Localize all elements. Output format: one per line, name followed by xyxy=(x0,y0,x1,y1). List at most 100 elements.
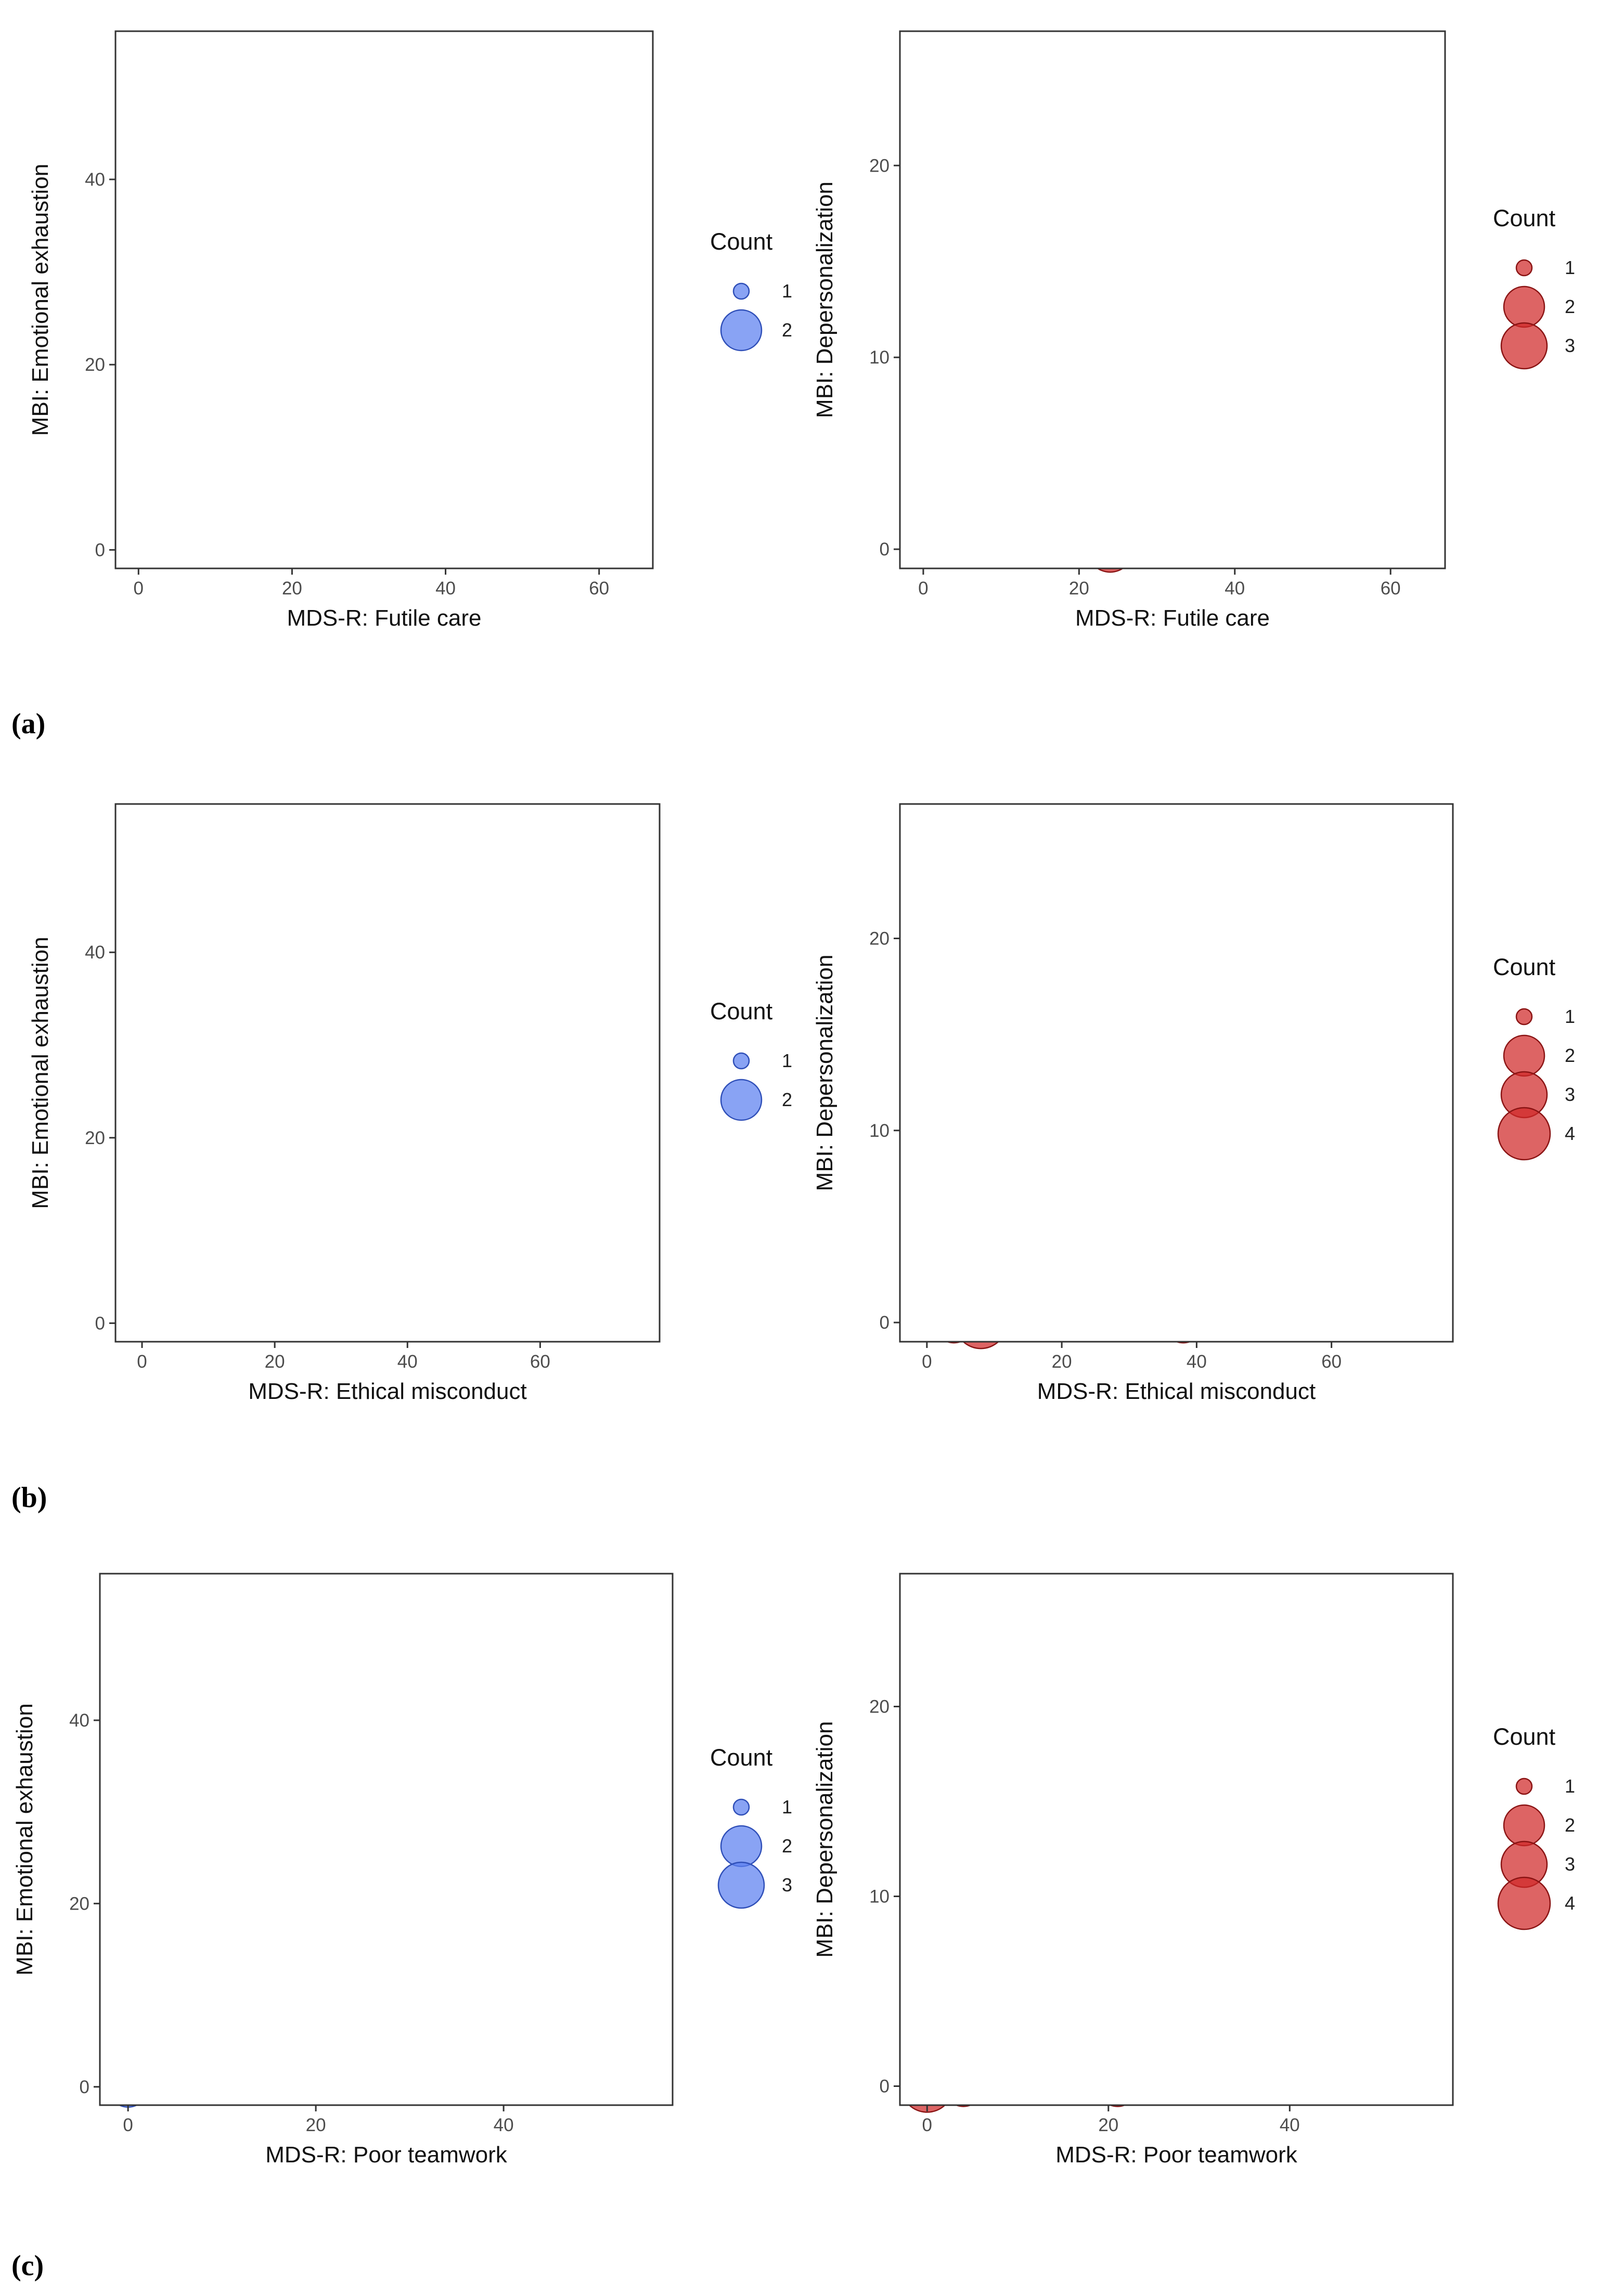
y-axis-label: MBI: Depersonalization xyxy=(812,955,837,1191)
legend-key-1 xyxy=(1515,259,1533,277)
x-tick-label: 20 xyxy=(282,578,302,599)
legend-label-4: 4 xyxy=(1565,1892,1575,1914)
y-tick-label: 0 xyxy=(880,2077,890,2097)
x-axis-label: MDS-R: Ethical misconduct xyxy=(1037,1379,1316,1404)
chart-b-red: 0 20 40 60 0 10 20 MDS-R: Ethical misconduct MBI… xyxy=(812,803,1575,1404)
legend-title: Count xyxy=(1493,954,1556,980)
x-tick-label: 20 xyxy=(1052,1352,1072,1372)
x-axis-label: MDS-R: Futile care xyxy=(287,605,481,631)
x-tick-label: 60 xyxy=(589,578,609,599)
legend-label-3: 3 xyxy=(1565,335,1575,356)
x-tick-label: 60 xyxy=(1381,578,1401,599)
legend-label-2: 2 xyxy=(782,1835,792,1857)
y-tick-label: 40 xyxy=(85,170,105,190)
legend-key-1 xyxy=(732,1798,750,1816)
x-tick-label: 0 xyxy=(137,1352,147,1372)
legend-label-2: 2 xyxy=(1565,1045,1575,1066)
x-tick-label: 0 xyxy=(918,578,928,599)
y-tick-label: 0 xyxy=(880,539,890,560)
chart-c-blue: 0 20 40 0 20 40 MDS-R: Poor teamwork MBI: Emoti… xyxy=(12,1573,792,2168)
y-tick-label: 40 xyxy=(69,1710,89,1731)
plot-frame xyxy=(114,803,661,1343)
x-tick-label: 0 xyxy=(922,2115,932,2135)
legend: Count 1 2 3 4 xyxy=(1493,1723,1575,1930)
chart-a-red: 0 20 40 60 0 10 20 MDS-R: Futile care MBI: Deper… xyxy=(812,30,1575,631)
y-tick-label: 20 xyxy=(869,929,890,949)
legend-key-1 xyxy=(732,1052,750,1070)
legend: Count 1 2 3 xyxy=(710,1744,792,1909)
plot-frame xyxy=(899,803,1454,1343)
y-tick-label: 0 xyxy=(95,1313,105,1333)
legend-key-2 xyxy=(720,1825,763,1867)
legend-label-2: 2 xyxy=(782,1089,792,1110)
legend: Count 1 2 3 4 xyxy=(1493,954,1575,1161)
legend-key-1 xyxy=(1515,1778,1533,1795)
y-axis-label: MBI: Emotional exhaustion xyxy=(12,1703,37,1975)
legend-key-2 xyxy=(720,1079,763,1121)
legend-key-4 xyxy=(1497,1107,1551,1161)
y-tick-label: 20 xyxy=(869,155,890,176)
legend-label-1: 1 xyxy=(1565,1006,1575,1027)
y-axis-label: MBI: Emotional exhaustion xyxy=(28,164,53,436)
chart-a-blue: 0 20 40 60 0 20 40 MDS-R: Futile care MBI: Emoti… xyxy=(28,30,792,631)
x-tick-label: 0 xyxy=(123,2115,133,2135)
legend-key-2 xyxy=(720,309,763,352)
y-tick-label: 20 xyxy=(869,1697,890,1717)
legend-key-2 xyxy=(1503,286,1545,328)
legend-key-2 xyxy=(1503,1034,1545,1077)
y-tick-label: 0 xyxy=(95,540,105,560)
x-axis-label: MDS-R: Futile care xyxy=(1075,605,1270,631)
legend-label-3: 3 xyxy=(1565,1853,1575,1875)
legend-key-3 xyxy=(717,1861,765,1909)
legend-title: Count xyxy=(710,998,773,1024)
x-tick-label: 40 xyxy=(1187,1352,1207,1372)
y-axis-label: MBI: Depersonalization xyxy=(812,1721,837,1958)
plot-frame xyxy=(899,1573,1454,2106)
plot-frame xyxy=(899,30,1446,569)
y-axis-label: MBI: Emotional exhaustion xyxy=(28,937,53,1209)
x-tick-label: 60 xyxy=(1321,1352,1342,1372)
panel-tag-a: (a) xyxy=(11,708,45,740)
x-axis-label: MDS-R: Poor teamwork xyxy=(1055,2142,1298,2168)
legend-label-1: 1 xyxy=(1565,257,1575,278)
plot-frame xyxy=(99,1573,674,2106)
x-tick-label: 0 xyxy=(134,578,144,599)
y-tick-label: 10 xyxy=(869,1887,890,1907)
x-tick-label: 60 xyxy=(530,1352,550,1372)
legend-key-3 xyxy=(1500,322,1548,370)
chart-c-red: 0 20 40 0 10 20 MDS-R: Poor teamwork MBI: Deper… xyxy=(812,1573,1575,2168)
legend-label-1: 1 xyxy=(1565,1775,1575,1797)
x-tick-label: 20 xyxy=(265,1352,285,1372)
legend: Count 1 2 xyxy=(710,228,792,352)
panel-tag-b-text: (b) xyxy=(11,1482,47,1514)
y-tick-label: 0 xyxy=(80,2077,89,2097)
x-tick-label: 20 xyxy=(306,2115,326,2135)
y-tick-label: 20 xyxy=(85,355,105,375)
legend-label-3: 3 xyxy=(782,1874,792,1896)
y-tick-label: 20 xyxy=(69,1893,89,1914)
y-tick-label: 10 xyxy=(869,347,890,368)
legend-label-3: 3 xyxy=(1565,1084,1575,1105)
legend-label-1: 1 xyxy=(782,1050,792,1071)
legend-label-2: 2 xyxy=(782,319,792,341)
legend-key-1 xyxy=(1515,1008,1533,1026)
legend: Count 1 2 3 xyxy=(1493,205,1575,370)
x-tick-label: 0 xyxy=(922,1352,932,1372)
y-tick-label: 10 xyxy=(869,1121,890,1141)
legend: Count 1 2 xyxy=(710,998,792,1121)
legend-title: Count xyxy=(1493,205,1556,231)
x-tick-label: 40 xyxy=(435,578,456,599)
legend-label-2: 2 xyxy=(1565,296,1575,317)
y-axis-label: MBI: Depersonalization xyxy=(812,181,837,418)
plot-frame xyxy=(114,30,654,569)
x-tick-label: 40 xyxy=(1280,2115,1300,2135)
x-tick-label: 20 xyxy=(1098,2115,1118,2135)
y-tick-label: 0 xyxy=(880,1313,890,1333)
chart-b-blue: 0 20 40 60 0 20 40 MDS-R: Ethical misconduct MBI… xyxy=(28,803,792,1404)
legend-key-1 xyxy=(732,282,750,300)
legend-label-1: 1 xyxy=(782,1796,792,1818)
panel-tag-a-text: (a) xyxy=(11,708,45,740)
legend-label-2: 2 xyxy=(1565,1814,1575,1836)
legend-title: Count xyxy=(710,228,773,255)
